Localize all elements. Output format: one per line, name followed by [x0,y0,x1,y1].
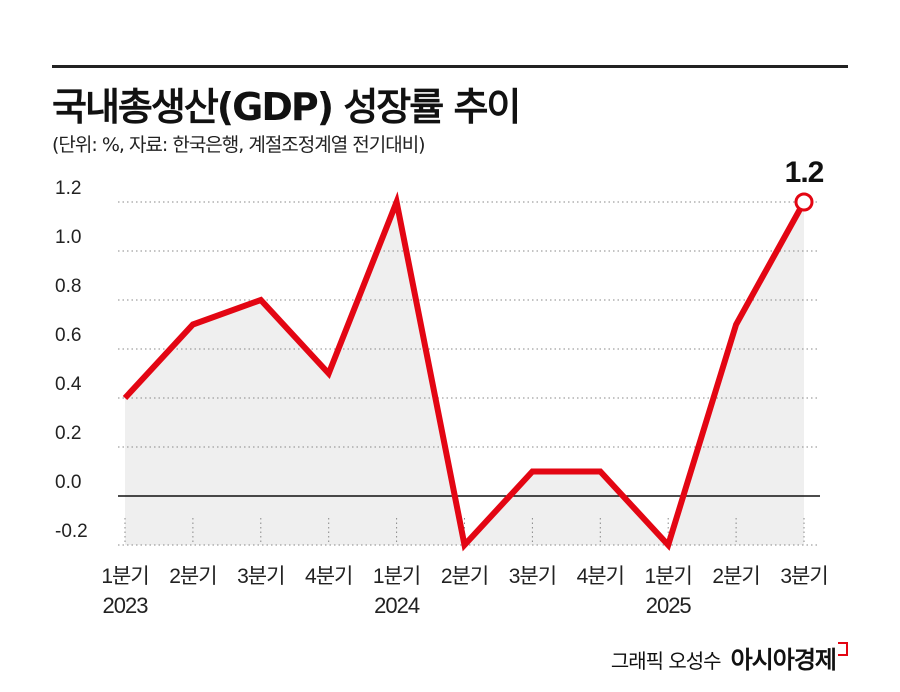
area-fill [125,202,804,545]
x-tick-label: 3분기 [780,565,827,588]
x-tick-label: 2분기 [169,565,216,588]
y-tick-label: 0.2 [55,423,81,444]
x-tick-label: 1분기 [373,565,420,588]
x-tick-label: 1분기 [101,565,148,588]
brand-mark-icon [838,642,848,656]
y-tick-label: 0.6 [55,325,81,346]
y-tick-label: 1.2 [55,178,81,199]
brand-name: 아시아경제 [730,646,837,674]
chart-subtitle: (단위: %, 자료: 한국은행, 계절조정계열 전기대비) [52,134,426,156]
top-rule [52,65,848,68]
x-tick-label: 4분기 [577,565,624,588]
brand-logo: 아시아경제 [731,640,848,675]
x-tick-label: 3분기 [509,565,556,588]
x-tick-label: 3분기 [237,565,284,588]
x-tick-label: 1분기 [645,565,692,588]
year-label: 2024 [374,593,420,618]
y-tick-label: -0.2 [55,521,88,542]
footer: 그래픽 오성수 아시아경제 [611,640,848,675]
y-tick-label: 0.8 [55,276,81,297]
x-tick-label: 4분기 [305,565,352,588]
y-tick-label: 1.0 [55,227,81,248]
y-tick-label: 0.0 [55,472,81,493]
series-line [122,191,807,552]
data-label: 1.2 [785,156,824,189]
graphic-credit: 그래픽 오성수 [610,649,722,673]
year-label: 2025 [646,593,692,618]
y-tick-label: 0.4 [55,374,82,395]
x-tick-label: 2분기 [712,565,759,588]
highlight-point [794,192,814,212]
x-tick-label: 2분기 [441,565,488,588]
chart-title: 국내총생산(GDP) 성장률 추이 [52,85,521,129]
year-label: 2023 [103,593,149,618]
